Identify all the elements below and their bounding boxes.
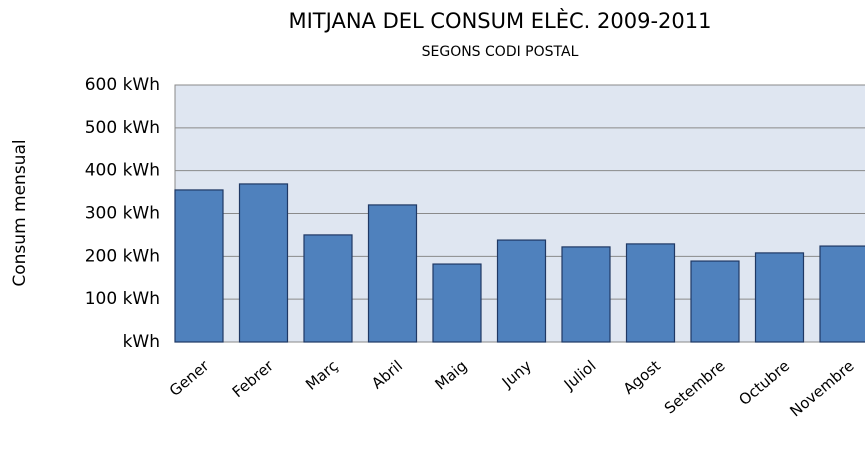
x-tick-label: Juny	[498, 357, 535, 392]
y-tick-label: 300 kWh	[85, 204, 160, 224]
x-tick-label: Novembre	[786, 357, 857, 421]
bar	[625, 243, 676, 343]
x-tick-label: Maig	[431, 357, 470, 394]
bar	[690, 260, 740, 343]
x-tick-label: Abril	[368, 357, 406, 393]
y-tick-label: kWh	[123, 332, 160, 352]
x-tick-label: Març	[302, 357, 341, 394]
bar	[819, 245, 865, 343]
bar	[432, 263, 482, 343]
bar	[496, 239, 547, 343]
x-tick-label: Agost	[620, 357, 664, 398]
x-tick-label: Febrer	[229, 356, 278, 401]
x-tick-label: Juliol	[560, 357, 600, 394]
bar	[561, 246, 611, 343]
x-tick-label: Gener	[166, 356, 213, 400]
bar	[238, 183, 289, 343]
x-tick-label: Setembre	[661, 357, 729, 418]
y-tick-label: 100 kWh	[85, 289, 160, 309]
chart-title: MITJANA DEL CONSUM ELÈC. 2009-2011	[288, 8, 711, 33]
y-tick-label: 600 kWh	[85, 75, 160, 95]
chart-subtitle: SEGONS CODI POSTAL	[422, 44, 579, 60]
bar	[174, 189, 224, 343]
y-tick-label: 200 kWh	[85, 246, 160, 266]
y-tick-label: 500 kWh	[85, 118, 160, 138]
y-tick-label: 400 kWh	[85, 161, 160, 181]
y-axis-label: Consum mensual	[10, 139, 30, 286]
bar	[303, 234, 353, 343]
bar	[367, 204, 418, 343]
bar	[754, 252, 805, 343]
x-tick-label: Octubre	[735, 357, 793, 409]
